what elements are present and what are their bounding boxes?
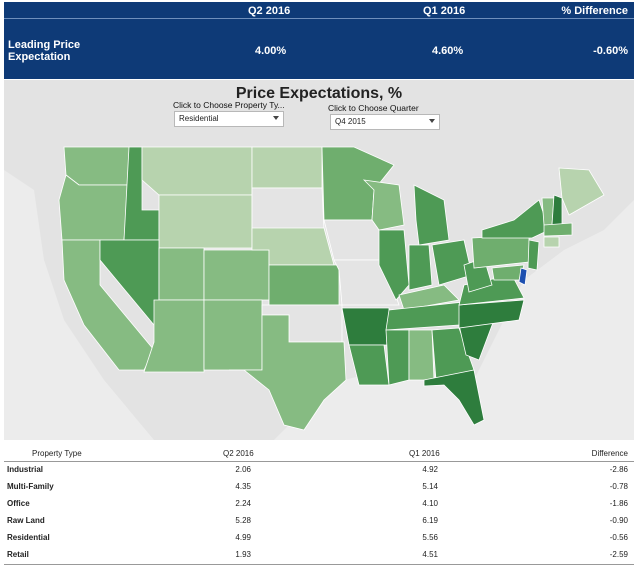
state-alabama[interactable] bbox=[408, 329, 435, 381]
state-kentucky[interactable] bbox=[398, 284, 460, 311]
summary-header-row bbox=[4, 2, 634, 19]
state-illinois[interactable] bbox=[378, 229, 410, 301]
table-row[interactable]: Residential 4.99 5.56 -0.56 bbox=[4, 529, 634, 546]
row-property-type: Residential bbox=[7, 533, 50, 542]
row-q1-value: 4.51 bbox=[422, 550, 438, 559]
state-louisiana[interactable] bbox=[348, 344, 390, 386]
property-type-filter-label: Click to Choose Property Ty... bbox=[173, 100, 285, 110]
column-header-q2: Q2 2016 bbox=[223, 449, 254, 458]
row-diff-value: -2.86 bbox=[609, 465, 628, 474]
state-new-hampshire[interactable] bbox=[551, 194, 563, 226]
quarter-selected: Q4 2015 bbox=[335, 117, 366, 126]
header-divider bbox=[4, 461, 634, 462]
row-q2-value: 2.24 bbox=[235, 499, 251, 508]
metric-diff-value: -0.60% bbox=[593, 45, 628, 57]
row-q2-value: 2.06 bbox=[235, 465, 251, 474]
state-maine[interactable] bbox=[558, 167, 605, 216]
row-q1-value: 5.56 bbox=[422, 533, 438, 542]
state-new-jersey[interactable] bbox=[527, 239, 540, 271]
header-col-q1: Q1 2016 bbox=[423, 5, 466, 17]
row-property-type: Raw Land bbox=[7, 516, 45, 525]
row-q2-value: 1.93 bbox=[235, 550, 251, 559]
us-states-map[interactable] bbox=[4, 80, 634, 440]
property-table: Property Type Q2 2016 Q1 2016 Difference… bbox=[4, 443, 634, 583]
state-michigan[interactable] bbox=[413, 184, 450, 246]
header-col-diff: % Difference bbox=[561, 5, 628, 17]
state-pennsylvania[interactable] bbox=[471, 234, 530, 269]
table-row[interactable]: Retail 1.93 4.51 -2.59 bbox=[4, 546, 634, 563]
row-property-type: Industrial bbox=[7, 465, 44, 474]
state-kansas[interactable] bbox=[268, 264, 340, 306]
column-header-difference: Difference bbox=[591, 449, 628, 458]
state-maryland[interactable] bbox=[491, 264, 525, 281]
row-q2-value: 5.28 bbox=[235, 516, 251, 525]
choropleth-map[interactable]: Price Expectations, % Click to Choose Pr… bbox=[4, 80, 634, 440]
table-bottom-divider bbox=[4, 564, 634, 565]
row-q1-value: 4.10 bbox=[422, 499, 438, 508]
row-property-type: Retail bbox=[7, 550, 29, 559]
state-arkansas[interactable] bbox=[341, 307, 390, 346]
state-connecticut[interactable] bbox=[543, 236, 560, 248]
chevron-down-icon bbox=[429, 119, 435, 123]
row-diff-value: -2.59 bbox=[609, 550, 628, 559]
row-q2-value: 4.35 bbox=[235, 482, 251, 491]
row-diff-value: -0.78 bbox=[609, 482, 628, 491]
state-arizona[interactable] bbox=[143, 299, 205, 373]
state-wyoming[interactable] bbox=[158, 194, 253, 249]
state-florida[interactable] bbox=[423, 369, 485, 426]
state-delaware[interactable] bbox=[518, 267, 528, 286]
table-row[interactable]: Raw Land 5.28 6.19 -0.90 bbox=[4, 512, 634, 529]
state-massachusetts[interactable] bbox=[543, 222, 573, 237]
state-north-carolina[interactable] bbox=[458, 299, 525, 329]
row-diff-value: -0.90 bbox=[609, 516, 628, 525]
metric-q2-value: 4.00% bbox=[255, 45, 287, 57]
state-iowa[interactable] bbox=[323, 219, 383, 261]
state-new-mexico[interactable] bbox=[203, 299, 263, 371]
map-title: Price Expectations, % bbox=[235, 85, 403, 102]
row-diff-value: -1.86 bbox=[609, 499, 628, 508]
header-col-q2: Q2 2016 bbox=[248, 5, 291, 17]
state-utah[interactable] bbox=[158, 247, 205, 301]
table-row[interactable]: Multi-Family 4.35 5.14 -0.78 bbox=[4, 478, 634, 495]
row-property-type: Office bbox=[7, 499, 30, 508]
row-property-type: Multi-Family bbox=[7, 482, 54, 491]
row-q1-value: 6.19 bbox=[422, 516, 438, 525]
row-q1-value: 5.14 bbox=[422, 482, 438, 491]
property-type-selected: Residential bbox=[179, 114, 219, 123]
column-header-property-type: Property Type bbox=[32, 449, 82, 458]
column-header-q1: Q1 2016 bbox=[409, 449, 440, 458]
table-row[interactable]: Industrial 2.06 4.92 -2.86 bbox=[4, 461, 634, 478]
state-north-dakota[interactable] bbox=[251, 146, 323, 189]
row-q2-value: 4.99 bbox=[235, 533, 251, 542]
state-colorado[interactable] bbox=[203, 249, 270, 301]
state-indiana[interactable] bbox=[408, 244, 433, 291]
table-row[interactable]: Office 2.24 4.10 -1.86 bbox=[4, 495, 634, 512]
state-washington[interactable] bbox=[63, 146, 130, 186]
quarter-dropdown[interactable]: Q4 2015 bbox=[330, 114, 440, 130]
metric-q1-value: 4.60% bbox=[432, 45, 464, 57]
row-diff-value: -0.56 bbox=[609, 533, 628, 542]
state-mississippi[interactable] bbox=[385, 329, 410, 386]
chevron-down-icon bbox=[273, 116, 279, 120]
row-q1-value: 4.92 bbox=[422, 465, 438, 474]
property-type-dropdown[interactable]: Residential bbox=[174, 111, 284, 127]
metric-label: Leading Price Expectation bbox=[8, 39, 81, 63]
state-oregon[interactable] bbox=[58, 174, 130, 241]
state-texas[interactable] bbox=[229, 314, 347, 431]
state-south-dakota[interactable] bbox=[251, 187, 325, 231]
state-montana[interactable] bbox=[141, 146, 253, 196]
quarter-filter-label: Click to Choose Quarter bbox=[328, 103, 419, 113]
summary-header: Q2 2016 Q1 2016 % Difference Leading Pri… bbox=[4, 2, 634, 79]
